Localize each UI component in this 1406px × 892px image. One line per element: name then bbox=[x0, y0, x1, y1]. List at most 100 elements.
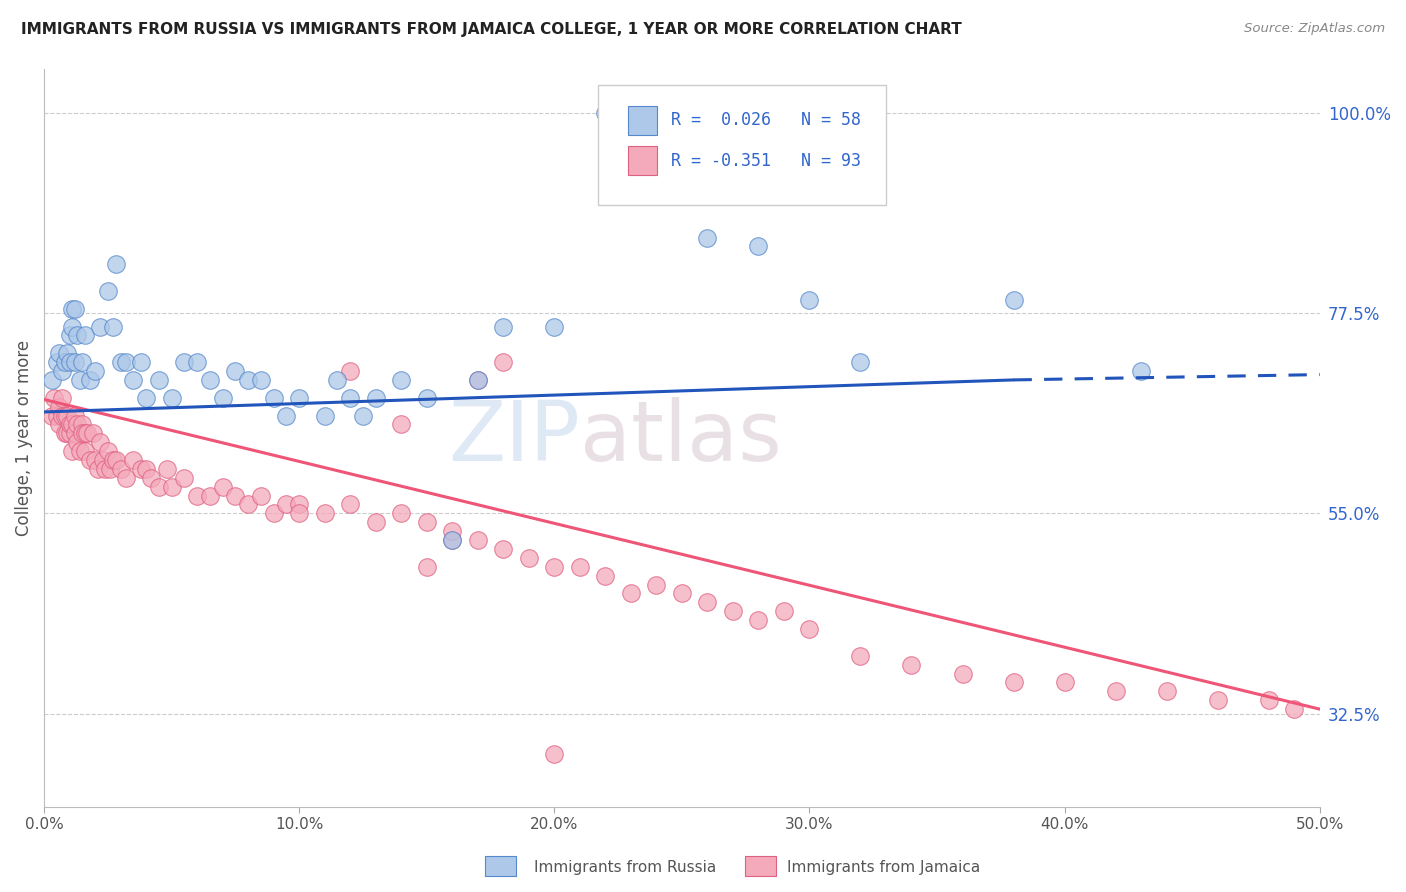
Point bbox=[48, 417, 70, 432]
Point bbox=[595, 568, 617, 582]
Point bbox=[238, 498, 260, 512]
Point bbox=[53, 409, 76, 423]
Point bbox=[101, 453, 124, 467]
Point bbox=[747, 613, 769, 627]
Point bbox=[773, 604, 796, 618]
Point bbox=[467, 533, 489, 547]
Point bbox=[79, 453, 101, 467]
Point bbox=[288, 391, 311, 405]
Text: R = -0.351   N = 93: R = -0.351 N = 93 bbox=[671, 152, 860, 169]
Point bbox=[76, 426, 98, 441]
Text: atlas: atlas bbox=[579, 397, 782, 478]
Point bbox=[89, 435, 111, 450]
Point bbox=[467, 373, 489, 387]
Point bbox=[173, 355, 195, 369]
Point bbox=[276, 498, 298, 512]
Point bbox=[63, 409, 86, 423]
Point bbox=[73, 426, 96, 441]
Point bbox=[849, 648, 872, 663]
Point bbox=[389, 507, 412, 521]
Point bbox=[517, 550, 540, 565]
Point bbox=[389, 373, 412, 387]
Point bbox=[59, 426, 82, 441]
Point bbox=[696, 230, 718, 244]
Point bbox=[645, 160, 668, 174]
Point bbox=[339, 364, 361, 378]
Point bbox=[224, 489, 246, 503]
Point bbox=[69, 373, 91, 387]
Point bbox=[276, 409, 298, 423]
Point bbox=[288, 498, 311, 512]
Point bbox=[41, 373, 63, 387]
Point bbox=[492, 319, 515, 334]
Point bbox=[104, 453, 127, 467]
Point bbox=[492, 541, 515, 556]
Point bbox=[595, 106, 617, 120]
Point bbox=[467, 373, 489, 387]
Point bbox=[122, 373, 145, 387]
Point bbox=[135, 462, 157, 476]
Point bbox=[186, 489, 208, 503]
Text: Immigrants from Russia: Immigrants from Russia bbox=[534, 860, 717, 874]
Point bbox=[114, 355, 136, 369]
Point bbox=[620, 586, 643, 600]
Point bbox=[173, 471, 195, 485]
Point bbox=[73, 444, 96, 458]
Point bbox=[72, 426, 94, 441]
Point bbox=[104, 257, 127, 271]
Point bbox=[198, 489, 221, 503]
Point bbox=[224, 364, 246, 378]
Point bbox=[60, 301, 83, 316]
Point bbox=[160, 391, 183, 405]
Point bbox=[51, 409, 73, 423]
Point bbox=[66, 328, 89, 343]
Point bbox=[339, 498, 361, 512]
Point bbox=[51, 364, 73, 378]
Point bbox=[671, 586, 693, 600]
Point bbox=[263, 391, 285, 405]
Point bbox=[352, 409, 374, 423]
Text: R =  0.026   N = 58: R = 0.026 N = 58 bbox=[671, 112, 860, 129]
Point bbox=[314, 507, 336, 521]
Point bbox=[799, 293, 821, 307]
Point bbox=[51, 391, 73, 405]
Point bbox=[53, 426, 76, 441]
Text: Immigrants from Jamaica: Immigrants from Jamaica bbox=[787, 860, 980, 874]
Point bbox=[645, 577, 668, 591]
Point bbox=[1156, 684, 1178, 698]
Point bbox=[100, 462, 122, 476]
Point bbox=[238, 373, 260, 387]
Point bbox=[416, 391, 439, 405]
Point bbox=[60, 417, 83, 432]
Point bbox=[91, 453, 114, 467]
Point bbox=[69, 444, 91, 458]
Point bbox=[1257, 693, 1279, 707]
Point bbox=[56, 426, 79, 441]
Point bbox=[72, 355, 94, 369]
Point bbox=[416, 559, 439, 574]
Point bbox=[60, 444, 83, 458]
Point bbox=[89, 319, 111, 334]
Point bbox=[1104, 684, 1126, 698]
Text: IMMIGRANTS FROM RUSSIA VS IMMIGRANTS FROM JAMAICA COLLEGE, 1 YEAR OR MORE CORREL: IMMIGRANTS FROM RUSSIA VS IMMIGRANTS FRO… bbox=[21, 22, 962, 37]
Point bbox=[114, 471, 136, 485]
Point bbox=[543, 319, 565, 334]
Point bbox=[141, 471, 163, 485]
Point bbox=[73, 328, 96, 343]
Point bbox=[59, 417, 82, 432]
Point bbox=[849, 355, 872, 369]
Point bbox=[250, 489, 273, 503]
Point bbox=[326, 373, 349, 387]
Point bbox=[66, 435, 89, 450]
Point bbox=[110, 355, 132, 369]
Point bbox=[696, 595, 718, 609]
Point bbox=[63, 301, 86, 316]
Point bbox=[721, 604, 744, 618]
Point bbox=[799, 622, 821, 636]
Point bbox=[441, 533, 464, 547]
Point bbox=[63, 426, 86, 441]
Point bbox=[60, 319, 83, 334]
Point bbox=[129, 355, 152, 369]
Point bbox=[59, 355, 82, 369]
Point bbox=[56, 346, 79, 360]
